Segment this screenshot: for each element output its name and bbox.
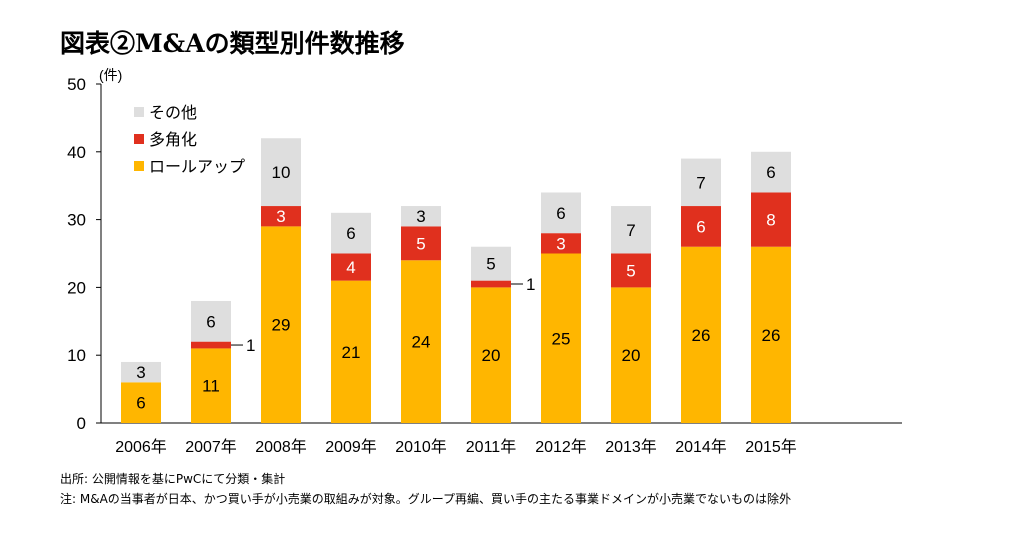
data-label: 24: [412, 333, 431, 352]
bar-segment: [401, 260, 441, 423]
data-label: 29: [272, 316, 291, 335]
bar-segment: [261, 206, 301, 227]
y-tick-label: 10: [67, 346, 86, 365]
data-label: 5: [486, 255, 495, 274]
data-label: 4: [346, 258, 355, 277]
bar-segment: [471, 287, 511, 423]
data-label: 21: [342, 343, 361, 362]
bar-segment: [331, 280, 371, 423]
x-tick-label: 2010年: [395, 438, 447, 456]
bar-segment: [541, 233, 581, 254]
data-label: 3: [416, 207, 425, 226]
data-label: 6: [696, 217, 705, 236]
x-tick-label: 2012年: [535, 438, 587, 456]
bar-segment: [541, 192, 581, 234]
legend-label: ロールアップ: [149, 157, 245, 176]
bar-segment: [471, 280, 511, 288]
bar-segment: [611, 253, 651, 288]
bar-segment: [681, 158, 721, 207]
data-label: 11: [202, 377, 220, 396]
legend-swatch: [134, 134, 144, 144]
x-tick-label: 2015年: [745, 438, 797, 456]
y-tick-label: 0: [77, 414, 86, 433]
x-tick-label: 2014年: [675, 438, 727, 456]
data-label: 25: [552, 329, 571, 348]
data-label: 6: [556, 204, 565, 223]
data-label: 20: [622, 346, 641, 365]
bar-segment: [191, 300, 231, 342]
legend-label: その他: [149, 103, 197, 122]
y-tick-label: 50: [67, 75, 86, 94]
bar-segment: [121, 382, 161, 423]
y-tick-label: 40: [67, 143, 86, 162]
x-tick-label: 2006年: [115, 438, 167, 456]
data-label: 8: [766, 211, 775, 230]
data-label: 7: [696, 173, 705, 192]
bar-segment: [681, 246, 721, 423]
bar-segment: [681, 206, 721, 247]
bar-segment: [121, 361, 161, 383]
data-label: 3: [136, 363, 145, 382]
data-label: 1: [526, 275, 535, 294]
y-axis-unit: (件): [99, 67, 122, 83]
bar-segment: [331, 212, 371, 254]
footnote: 注: M&Aの当事者が日本、かつ買い手が小売業の取組みが対象。グループ再編、買い…: [60, 492, 792, 506]
x-tick-label: 2013年: [605, 438, 657, 456]
bar-segment: [541, 253, 581, 423]
x-tick-label: 2008年: [255, 438, 307, 456]
data-label: 5: [626, 261, 635, 280]
y-tick-label: 30: [67, 211, 86, 230]
page-title: 図表②M&Aの類型別件数推移: [60, 29, 405, 58]
data-label: 6: [346, 224, 355, 243]
data-label: 7: [626, 221, 635, 240]
bar-segment: [331, 253, 371, 281]
data-label: 6: [766, 163, 775, 182]
data-label: 10: [272, 163, 291, 182]
data-label: 1: [246, 336, 255, 355]
bar-segment: [611, 206, 651, 254]
bar-segment: [751, 246, 791, 423]
y-tick-label: 20: [67, 278, 86, 297]
data-label: 3: [276, 207, 285, 226]
data-label: 20: [482, 346, 501, 365]
bar-segment: [191, 341, 231, 349]
source-note: 出所: 公開情報を基にPwCにて分類・集計: [60, 472, 286, 486]
chart-x-ticks: 2006年 2007年 2008年 2009年 2010年 2011年 2012年 2013年…: [115, 438, 797, 456]
legend-swatch: [134, 161, 144, 171]
data-label: 6: [206, 312, 215, 331]
bar-segment: [751, 151, 791, 193]
data-label: 5: [416, 234, 425, 253]
bar-segment: [401, 226, 441, 261]
bar-segment: [401, 206, 441, 227]
bar-segment: [611, 287, 651, 423]
chart-bars: [121, 138, 791, 423]
bar-segment: [751, 192, 791, 247]
data-label: 6: [136, 394, 145, 413]
data-label: 26: [762, 326, 781, 345]
data-label: 26: [692, 326, 711, 345]
legend-label: 多角化: [149, 130, 197, 149]
bar-segment: [191, 348, 231, 423]
x-tick-label: 2011年: [466, 438, 516, 456]
x-tick-label: 2007年: [185, 438, 237, 456]
bar-segment: [471, 246, 511, 281]
data-label: 3: [556, 234, 565, 253]
legend-swatch: [134, 107, 144, 117]
x-tick-label: 2009年: [325, 438, 377, 456]
bar-segment: [261, 138, 301, 207]
bar-segment: [261, 226, 301, 423]
